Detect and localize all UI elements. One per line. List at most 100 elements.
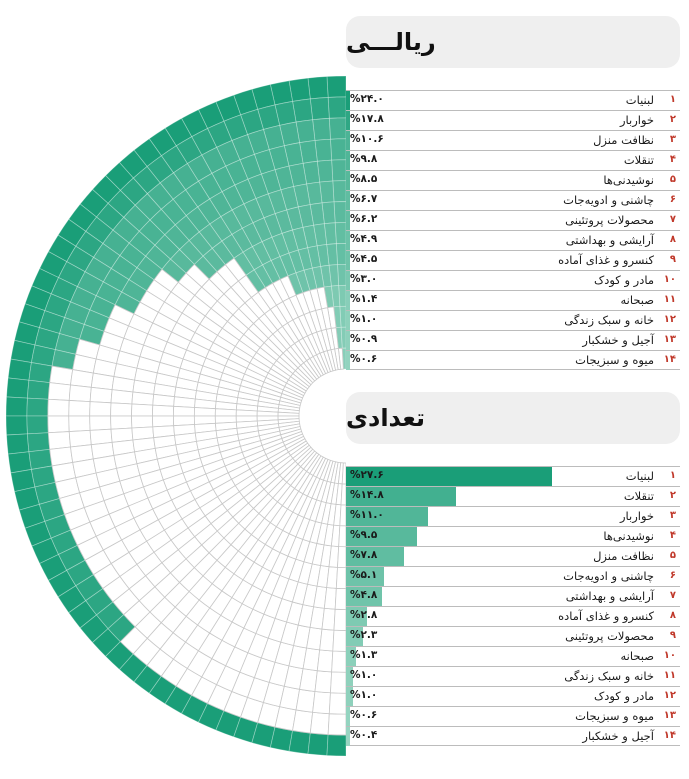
radial-cell-filled (326, 75, 346, 98)
radial-ring (131, 201, 346, 631)
value-label: %۱۷.۸ (350, 113, 384, 125)
radial-cell (334, 587, 346, 610)
table-row: %۰.۶ میوه و سبزیجات ۱۴ (346, 350, 680, 370)
radial-cell (333, 608, 346, 631)
value-bar (346, 607, 367, 626)
rank-number: ۵ (669, 174, 676, 185)
value-label: %۱۱.۰ (350, 509, 384, 521)
radial-cell (173, 396, 196, 408)
value-label: %۰.۴ (350, 729, 378, 741)
rank-number: ۸ (669, 234, 676, 245)
category-label: چاشنی و ادویه‌جات (563, 193, 654, 207)
radial-cell-filled (28, 362, 53, 384)
table-row: %۲۷.۶ لبنیات ۱ (346, 466, 680, 486)
rank-number: ۱۲ (663, 690, 676, 701)
radial-cell (328, 692, 346, 715)
category-label: خواربار (619, 509, 654, 523)
table-row: %۷.۸ نظافت منزل ۵ (346, 546, 680, 566)
radial-cell-filled (314, 138, 333, 162)
value-label: %۴.۸ (350, 589, 378, 601)
radial-cell (309, 711, 330, 735)
radial-cell-filled (328, 117, 346, 140)
rank-number: ۷ (669, 214, 676, 225)
radial-cell-filled (5, 415, 28, 436)
value-label: %۴.۵ (350, 253, 378, 265)
rank-number: ۷ (669, 590, 676, 601)
radial-cell (338, 525, 346, 548)
title-rial: ریالـــی (346, 16, 680, 68)
category-label: خواربار (619, 113, 654, 127)
rank-number: ۲ (669, 490, 676, 501)
radial-cell (89, 386, 113, 404)
category-label: تنقلات (623, 153, 654, 167)
radial-cell (331, 650, 346, 673)
radial-cell-filled (331, 159, 346, 182)
table-row: %۱.۴ صبحانه ۱۱ (346, 290, 680, 310)
radial-cell (131, 415, 154, 429)
table-rial: %۲۴.۰ لبنیات ۱ %۱۷.۸ خواربار ۲ %۱۰.۶ نظافت منزل… (346, 90, 680, 370)
value-bar (346, 507, 429, 526)
radial-cell-filled (327, 96, 346, 119)
value-label: %۶.۷ (350, 193, 378, 205)
value-bar (346, 587, 382, 606)
value-label: %۰.۶ (350, 353, 378, 365)
radial-cell (256, 410, 279, 417)
radial-cell (323, 587, 337, 610)
table-row: %۳.۰ مادر و کودک ۱۰ (346, 270, 680, 290)
value-bar (346, 567, 385, 586)
rank-number: ۳ (669, 134, 676, 145)
rank-number: ۱۱ (663, 294, 676, 305)
table-row: %۶.۷ چاشنی و ادویه‌جات ۶ (346, 190, 680, 210)
radial-cell (173, 415, 196, 427)
radial-cell (131, 391, 155, 406)
radial-ring (214, 284, 346, 548)
radial-cell (47, 431, 71, 450)
category-label: محصولات پروتئینی (565, 213, 654, 227)
radial-ring (5, 75, 346, 757)
value-bar (346, 271, 350, 290)
table-row: %۰.۴ آجیل و خشکبار ۱۴ (346, 726, 680, 746)
rank-number: ۱۴ (663, 730, 676, 741)
table-row: %۰.۹ آجیل و خشکبار ۱۳ (346, 330, 680, 350)
category-label: نظافت منزل (593, 133, 654, 147)
category-label: صبحانه (620, 649, 654, 663)
radial-cell (193, 407, 216, 417)
table-row: %۲.۳ محصولات پروتئینی ۹ (346, 626, 680, 646)
value-label: %۲.۳ (350, 629, 378, 641)
radial-cell-filled (334, 222, 346, 245)
table-count: %۲۷.۶ لبنیات ۱ %۱۴.۸ تنقلات ۲ %۱۱.۰ خواربار ۳ %۹.… (346, 466, 680, 746)
radial-cell (68, 415, 91, 432)
radial-cell (68, 400, 91, 417)
value-bar (346, 707, 351, 726)
rank-number: ۸ (669, 610, 676, 621)
radial-cell-filled (335, 243, 346, 266)
value-bar (346, 687, 354, 706)
category-label: آرایشی و بهداشتی (565, 233, 654, 247)
radial-cell (89, 415, 112, 431)
radial-cell (327, 713, 346, 736)
radial-cell (110, 389, 134, 405)
value-bar (346, 331, 350, 350)
value-label: %۲۷.۶ (350, 469, 384, 481)
rank-number: ۱ (669, 94, 676, 105)
radial-cell-filled (332, 180, 346, 203)
radial-ring (193, 263, 346, 569)
value-label: %۰.۶ (350, 709, 378, 721)
category-label: مادر و کودک (593, 273, 654, 287)
title-count: تعدادی (346, 392, 680, 444)
radial-cell-filled (312, 117, 331, 141)
radial-cell-filled (288, 730, 311, 755)
value-bar (346, 487, 457, 506)
category-label: آرایشی و بهداشتی (565, 589, 654, 603)
radial-cell (316, 649, 334, 673)
radial-ring (277, 347, 346, 485)
radial-ring (110, 180, 346, 652)
radial-cell (312, 691, 331, 715)
rank-number: ۶ (669, 570, 676, 581)
rank-number: ۱۳ (663, 334, 676, 345)
radial-ring (47, 117, 346, 715)
rank-number: ۱۳ (663, 710, 676, 721)
radial-cell (152, 393, 175, 407)
value-label: %۲۴.۰ (350, 93, 384, 105)
radial-ring (89, 159, 346, 673)
